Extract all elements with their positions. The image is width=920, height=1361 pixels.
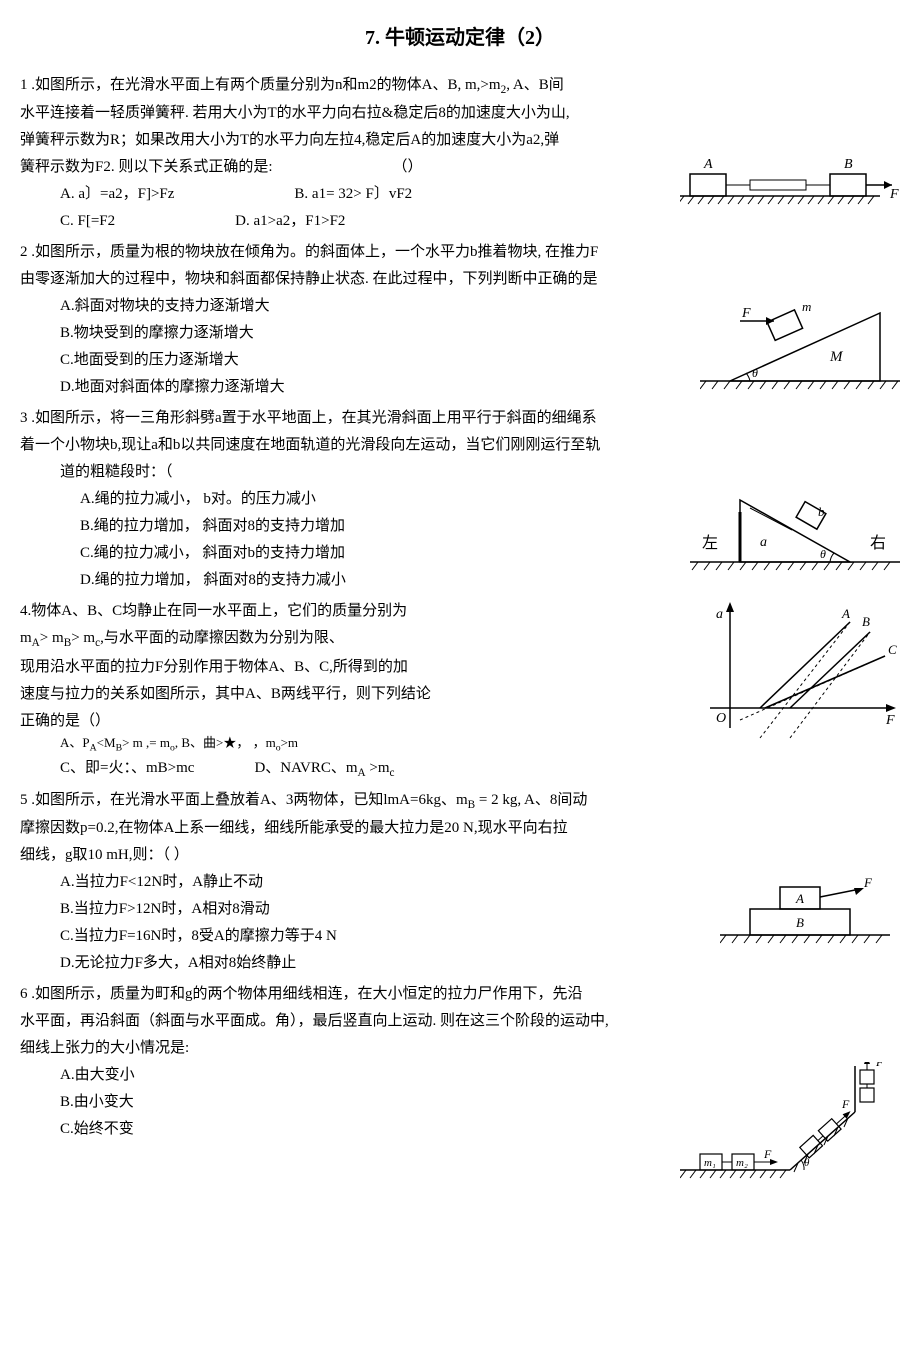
- question-6: 6 .如图所示，质量为町和g的两个物体用细线相连，在大小恒定的拉力尸作用下，先沿…: [20, 981, 900, 1188]
- q2-line2: 由零逐渐加大的过程中，物块和斜面都保持静止状态. 在此过程中，下列判断中正确的是: [20, 266, 900, 293]
- q3-line3: 道的粗糙段时：（: [60, 459, 900, 486]
- q5-line2: 摩擦因数p=0.2,在物体A上系一细线，细线所能承受的最大拉力是20 N,现水平…: [20, 815, 900, 842]
- q4-optD: D、NAVRC、mA >mc: [254, 755, 394, 783]
- svg-text:F: F: [875, 1062, 884, 1069]
- svg-text:O: O: [716, 711, 726, 726]
- q6-line1: 6 .如图所示，质量为町和g的两个物体用细线相连，在大小恒定的拉力尸作用下，先沿: [20, 981, 900, 1008]
- question-5: 5 .如图所示，在光滑水平面上叠放着A、3两物体，已知lmA=6kg、mB = …: [20, 787, 900, 977]
- svg-text:F: F: [885, 713, 895, 728]
- svg-text:θ: θ: [752, 366, 758, 380]
- question-2: 2 .如图所示，质量为根的物块放在倾角为。的斜面体上，一个水平力b推着物块, 在…: [20, 239, 900, 401]
- question-3: 3 .如图所示，将一三角形斜劈a置于水平地面上，在其光滑斜面上用平行于斜面的细绳…: [20, 405, 900, 594]
- q4-optC: C、即=火：、mB>mc: [60, 755, 194, 783]
- svg-text:A: A: [703, 157, 713, 172]
- svg-text:B: B: [796, 915, 804, 930]
- svg-text:F: F: [841, 1097, 850, 1111]
- q5-line1: 5 .如图所示，在光滑水平面上叠放着A、3两物体，已知lmA=6kg、mB = …: [20, 787, 900, 815]
- q2-figure: F m M θ: [700, 293, 900, 393]
- q4-optCD: C、即=火：、mB>mc D、NAVRC、mA >mc: [60, 755, 900, 783]
- q1-line3: 弹簧秤示数为R；如果改用大小为T的水平力向左拉4,稳定后A的加速度大小为a2,弹: [20, 127, 900, 154]
- q3-figure: 左 右 a b θ: [690, 486, 900, 576]
- svg-text:m: m: [802, 299, 811, 314]
- svg-text:a: a: [716, 607, 723, 622]
- q6-line3: 细线上张力的大小情况是:: [20, 1035, 900, 1062]
- q1-optC: C. F[=F2: [60, 208, 115, 235]
- question-4: a A B C O F 4.物体A、B、C均静止在同一水平面上，它们的质量分别为…: [20, 598, 900, 783]
- q5-line3: 细线，g取10 mH,则：（ ）: [20, 842, 900, 869]
- svg-text:m₂: m₂: [736, 1157, 748, 1169]
- q2-line1: 2 .如图所示，质量为根的物块放在倾角为。的斜面体上，一个水平力b推着物块, 在…: [20, 239, 900, 266]
- q1-options-row1: A. a〕=a2，F]>Fz B. a1= 32> F〕vF2: [60, 181, 670, 208]
- svg-text:B: B: [844, 157, 853, 172]
- svg-text:A: A: [795, 891, 804, 906]
- svg-text:m₁: m₁: [704, 1157, 716, 1169]
- q1-optA: A. a〕=a2，F]>Fz: [60, 181, 174, 208]
- q5-optD: D.无论拉力F多大，A相对8始终静止: [60, 950, 900, 977]
- q1-optD: D. a1>a2，F1>F2: [235, 208, 345, 235]
- svg-text:A: A: [841, 606, 850, 621]
- svg-text:F: F: [763, 1147, 772, 1161]
- q3-line2: 着一个小物块b,现让a和b以共同速度在地面轨道的光滑段向左运动，当它们刚刚运行至…: [20, 432, 900, 459]
- svg-text:B: B: [862, 614, 870, 629]
- q5-figure: A B F: [720, 869, 900, 949]
- q1-optB: B. a1= 32> F〕vF2: [294, 181, 412, 208]
- svg-text:F: F: [863, 875, 873, 890]
- svg-text:θ: θ: [820, 547, 826, 561]
- svg-text:b: b: [818, 504, 825, 519]
- q3-line1: 3 .如图所示，将一三角形斜劈a置于水平地面上，在其光滑斜面上用平行于斜面的细绳…: [20, 405, 900, 432]
- svg-text:a: a: [760, 535, 767, 550]
- svg-text:C: C: [888, 642, 897, 657]
- svg-text:右: 右: [870, 534, 886, 552]
- svg-text:F: F: [741, 306, 751, 321]
- q6-line2: 水平面，再沿斜面（斜面与水平面成。角），最后竖直向上运动. 则在这三个阶段的运动…: [20, 1008, 900, 1035]
- q1-line2: 水平连接着一轻质弹簧秤. 若用大小为T的水平力向右拉&稳定后8的加速度大小为山,: [20, 100, 900, 127]
- q1-options-row2: C. F[=F2 D. a1>a2，F1>F2: [60, 208, 670, 235]
- q4-figure: a A B C O F: [700, 598, 900, 748]
- q1-line1: 1 .如图所示，在光滑水平面上有两个质量分别为n和m2的物体A、B, m,>m2…: [20, 72, 900, 100]
- svg-text:F: F: [889, 187, 899, 202]
- q1-figure: A B F: [680, 154, 900, 210]
- svg-text:θ: θ: [804, 1157, 810, 1169]
- svg-text:M: M: [829, 349, 844, 365]
- q6-figure: m₁ m₂ F F F θ: [680, 1062, 900, 1182]
- question-1: 1 .如图所示，在光滑水平面上有两个质量分别为n和m2的物体A、B, m,>m2…: [20, 72, 900, 235]
- page-title: 7. 牛顿运动定律（2）: [20, 20, 900, 56]
- svg-text:左: 左: [702, 534, 718, 552]
